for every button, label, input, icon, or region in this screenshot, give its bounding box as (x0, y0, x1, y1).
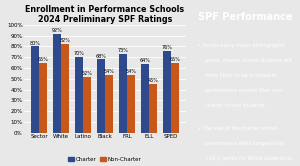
Text: 54%: 54% (103, 69, 114, 74)
Text: 82%: 82% (59, 39, 70, 43)
Text: 64%: 64% (140, 58, 151, 63)
Text: +10.5 points for White students to: +10.5 points for White students to (205, 156, 292, 161)
Text: • The size of the charter school: • The size of the charter school (198, 126, 278, 131)
Bar (141, 64, 149, 133)
Bar (97, 59, 105, 133)
Text: performance schools than non-: performance schools than non- (205, 88, 283, 93)
Text: 92%: 92% (52, 28, 63, 33)
Text: charter school students.: charter school students. (205, 103, 266, 108)
Title: Enrollment in Performance Schools
2024 Preliminary SPF Ratings: Enrollment in Performance Schools 2024 P… (26, 5, 184, 24)
Text: 65%: 65% (169, 57, 180, 62)
Text: 76%: 76% (162, 45, 172, 50)
Text: 54%: 54% (125, 69, 136, 74)
Bar (171, 63, 178, 133)
Bar (39, 63, 47, 133)
Text: 45%: 45% (147, 78, 158, 83)
Text: SPF Performance: SPF Performance (198, 12, 293, 22)
Bar (83, 77, 91, 133)
Bar (75, 57, 83, 133)
Bar (119, 54, 127, 133)
Bar (32, 46, 39, 133)
Text: 68%: 68% (96, 54, 106, 59)
Text: 52%: 52% (81, 71, 92, 76)
Text: • Across every major demographic: • Across every major demographic (198, 43, 286, 48)
Text: 65%: 65% (38, 57, 48, 62)
Text: group, charter school students are: group, charter school students are (205, 58, 292, 63)
Bar (105, 75, 113, 133)
Text: 80%: 80% (30, 41, 40, 46)
Text: more likely to be enrolled in: more likely to be enrolled in (205, 73, 276, 78)
Bar (149, 84, 157, 133)
Text: performance delta ranged from: performance delta ranged from (205, 141, 284, 146)
Text: 70%: 70% (74, 51, 85, 56)
Bar (127, 75, 135, 133)
Legend: Charter, Non-Charter: Charter, Non-Charter (66, 155, 144, 165)
Bar (163, 51, 171, 133)
Bar (53, 34, 61, 133)
Text: 73%: 73% (118, 48, 129, 53)
Bar (61, 44, 69, 133)
